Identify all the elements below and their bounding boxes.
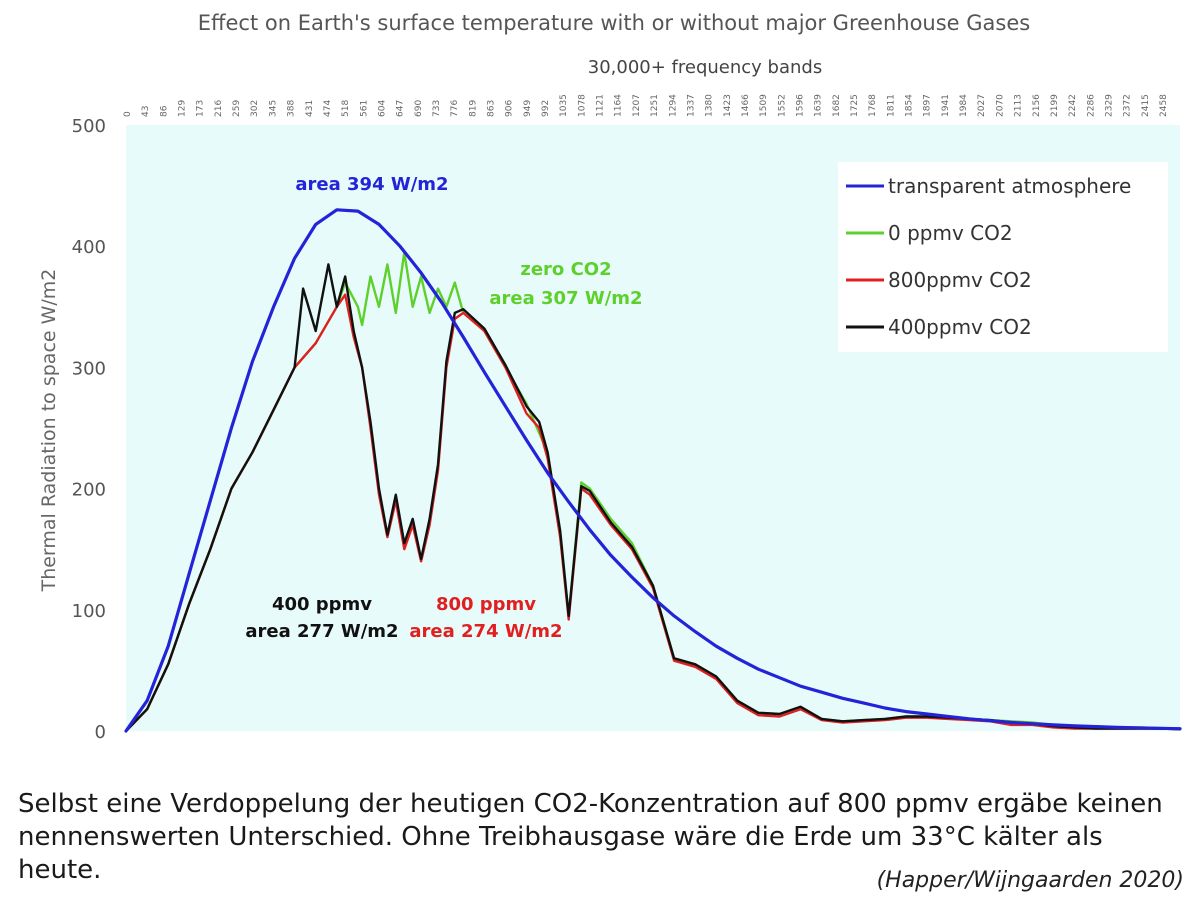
x-tick-label: 1639	[814, 94, 824, 117]
x-tick-label: 0	[123, 111, 133, 117]
x-tick-label: 2286	[1086, 94, 1096, 117]
x-tick-label: 1682	[832, 94, 842, 117]
legend-entry: 800ppmv CO2	[888, 268, 1032, 292]
x-tick-label: 2070	[995, 94, 1005, 117]
x-tick-label: 2242	[1068, 94, 1078, 117]
x-tick-label: 863	[487, 100, 497, 117]
x-tick-label: 2027	[977, 94, 987, 117]
x-tick-label: 647	[396, 100, 406, 117]
x-tick-label: 690	[414, 100, 424, 117]
legend-entry: transparent atmosphere	[888, 174, 1131, 198]
x-tick-label: 1466	[741, 94, 751, 117]
x-tick-label: 2199	[1050, 94, 1060, 117]
x-tick-label: 1552	[777, 94, 787, 117]
x-tick-label: 129	[178, 100, 188, 117]
x-tick-label: 518	[341, 100, 351, 117]
x-tick-label: 1596	[795, 94, 805, 117]
annotation-label: 400 ppmv	[272, 594, 372, 615]
x-tick-label: 992	[541, 100, 551, 117]
x-tick-label: 1768	[868, 94, 878, 117]
x-tick-label: 1121	[596, 94, 606, 117]
x-tick-label: 474	[323, 100, 333, 117]
y-tick-label: 0	[95, 722, 106, 743]
x-tick-label: 604	[377, 100, 387, 117]
x-tick-label: 1811	[886, 94, 896, 117]
chart: Effect on Earth's surface temperature wi…	[38, 11, 1182, 743]
x-tick-label: 302	[250, 100, 260, 117]
annotation-label: area 274 W/m2	[409, 621, 562, 642]
x-tick-label: 216	[214, 100, 224, 117]
x-tick-label: 345	[268, 100, 278, 117]
x-tick-label: 1725	[850, 94, 860, 117]
x-tick-label: 1078	[577, 94, 587, 117]
x-tick-label: 1897	[923, 94, 933, 117]
x-tick-label: 173	[196, 100, 206, 117]
y-tick-label: 200	[72, 480, 106, 501]
y-tick-label: 300	[72, 358, 106, 379]
annotation-label: area 394 W/m2	[295, 174, 448, 195]
x-tick-label: 819	[468, 100, 478, 117]
x-tick-label: 1251	[650, 94, 660, 117]
series-line-transparent-atmosphere	[124, 208, 1182, 733]
x-tick-label: 906	[505, 100, 515, 117]
x-tick-label: 561	[359, 100, 369, 117]
source-credit: (Happer/Wijngaarden 2020)	[876, 868, 1184, 893]
x-tick-label: 776	[450, 100, 460, 117]
x-tick-label: 2113	[1014, 94, 1024, 117]
x-tick-label: 1509	[759, 94, 769, 117]
x-tick-label: 388	[287, 100, 297, 117]
legend-box	[838, 162, 1168, 352]
y-tick-label: 500	[72, 116, 106, 137]
annotation-label: zero CO2	[520, 259, 611, 280]
x-tick-label: 1294	[668, 94, 678, 117]
x-tick-label: 1164	[614, 94, 624, 117]
y-tick-label: 100	[72, 601, 106, 622]
x-tick-label: 431	[305, 100, 315, 117]
legend-entry: 0 ppmv CO2	[888, 221, 1013, 245]
x-tick-label: 1854	[905, 94, 915, 117]
x-tick-label: 2329	[1104, 94, 1114, 117]
x-tick-label: 86	[159, 105, 169, 117]
x-tick-label: 733	[432, 100, 442, 117]
figure-caption: Selbst eine Verdoppelung der heutigen CO…	[18, 789, 1163, 885]
x-tick-label: 259	[232, 100, 242, 117]
x-tick-label: 43	[141, 106, 151, 117]
x-tick-label: 1423	[723, 94, 733, 117]
chart-title: Effect on Earth's surface temperature wi…	[198, 11, 1030, 35]
x-tick-label: 1337	[686, 94, 696, 117]
y-axis-label: Thermal Radiation to space W/m2	[38, 269, 60, 593]
x-tick-label: 1035	[559, 94, 569, 117]
chart-subtitle: 30,000+ frequency bands	[588, 57, 822, 78]
x-tick-label: 2415	[1141, 94, 1151, 117]
x-tick-label: 949	[523, 100, 533, 117]
legend-entry: 400ppmv CO2	[888, 315, 1032, 339]
annotation-label: area 307 W/m2	[489, 288, 642, 309]
x-tick-label: 2156	[1032, 94, 1042, 117]
x-tick-label: 1984	[959, 94, 969, 117]
y-tick-label: 400	[72, 237, 106, 258]
x-tick-label: 1941	[941, 94, 951, 117]
x-tick-label: 2372	[1123, 94, 1133, 117]
annotation-label: area 277 W/m2	[245, 621, 398, 642]
x-tick-label: 1380	[705, 94, 715, 117]
annotation-label: 800 ppmv	[436, 594, 536, 615]
x-tick-label: 1207	[632, 94, 642, 117]
x-tick-label: 2458	[1159, 94, 1169, 117]
